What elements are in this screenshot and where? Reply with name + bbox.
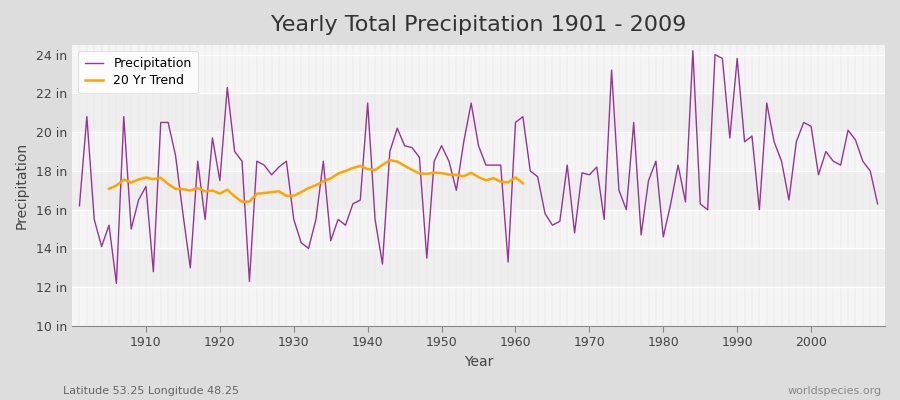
Text: worldspecies.org: worldspecies.org xyxy=(788,386,882,396)
20 Yr Trend xyxy=(237,200,248,204)
Bar xyxy=(72,93,885,132)
Precipitation xyxy=(74,204,85,208)
Precipitation xyxy=(518,114,528,119)
Bar xyxy=(72,248,885,287)
20 Yr Trend xyxy=(288,194,299,198)
20 Yr Trend xyxy=(400,163,410,168)
20 Yr Trend xyxy=(384,158,395,163)
Title: Yearly Total Precipitation 1901 - 2009: Yearly Total Precipitation 1901 - 2009 xyxy=(271,15,686,35)
Y-axis label: Precipitation: Precipitation xyxy=(15,142,29,229)
Precipitation xyxy=(872,202,883,206)
20 Yr Trend xyxy=(518,181,528,186)
20 Yr Trend xyxy=(119,177,130,182)
Text: Latitude 53.25 Longitude 48.25: Latitude 53.25 Longitude 48.25 xyxy=(63,386,239,396)
Line: 20 Yr Trend: 20 Yr Trend xyxy=(109,160,523,202)
Precipitation xyxy=(140,184,151,189)
20 Yr Trend xyxy=(126,180,137,185)
Precipitation xyxy=(510,120,521,125)
20 Yr Trend xyxy=(214,191,225,196)
Precipitation xyxy=(347,202,358,206)
Precipitation xyxy=(303,246,314,251)
Bar xyxy=(72,171,885,210)
Precipitation xyxy=(607,68,617,72)
X-axis label: Year: Year xyxy=(464,355,493,369)
20 Yr Trend xyxy=(407,167,418,172)
20 Yr Trend xyxy=(104,186,114,191)
Precipitation xyxy=(688,48,698,53)
Precipitation xyxy=(111,281,122,286)
Legend: Precipitation, 20 Yr Trend: Precipitation, 20 Yr Trend xyxy=(78,51,198,93)
Line: Precipitation: Precipitation xyxy=(79,51,878,283)
